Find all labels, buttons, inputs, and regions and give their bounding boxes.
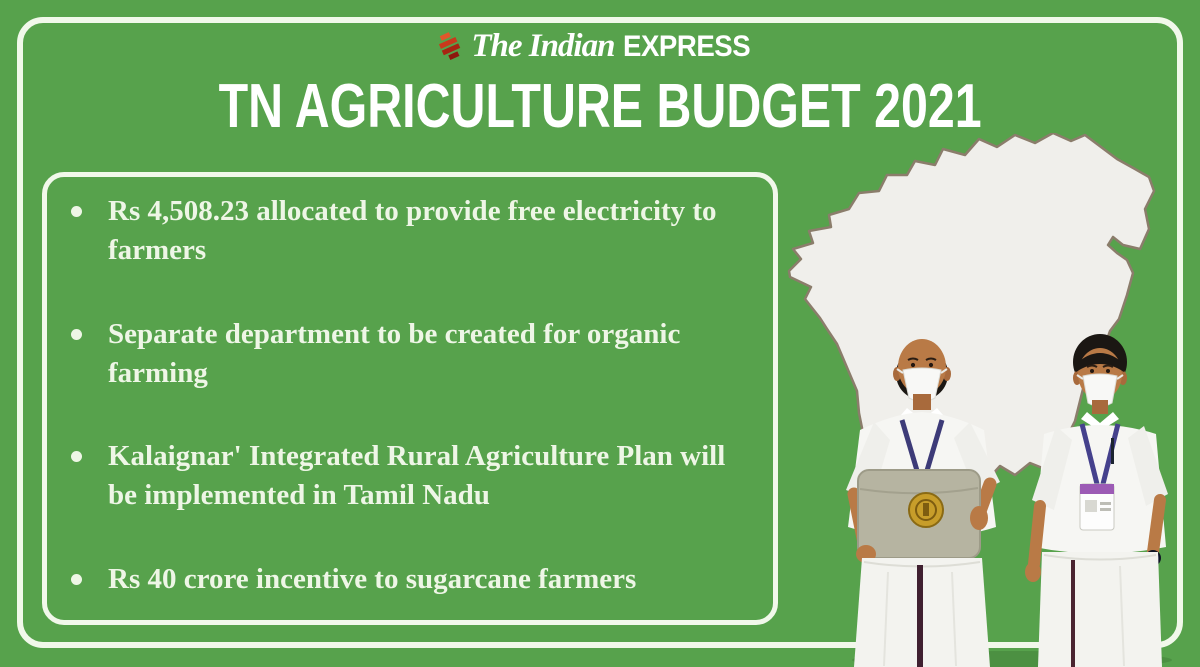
bullet-dot-icon bbox=[71, 328, 82, 340]
indian-express-diamond-icon bbox=[439, 31, 461, 60]
masthead: The Indian EXPRESS bbox=[0, 30, 1200, 63]
list-item: Kalaignar' Integrated Rural Agriculture … bbox=[71, 437, 753, 515]
official-left bbox=[846, 339, 1000, 667]
official-right bbox=[1025, 334, 1168, 667]
bullet-text: Rs 4,508.23 allocated to provide free el… bbox=[108, 195, 717, 266]
page-title: TN AGRICULTURE BUDGET 2021 bbox=[218, 72, 982, 141]
bullet-text: Separate department to be created for or… bbox=[108, 317, 681, 389]
bullet-text: Rs 40 crore incentive to sugarcane farme… bbox=[108, 563, 637, 596]
list-item: Rs 4,508.23 allocated to provide free el… bbox=[71, 192, 753, 270]
tn-government-emblem-icon bbox=[908, 492, 944, 528]
bullet-dot-icon bbox=[71, 451, 82, 463]
list-item: Separate department to be created for or… bbox=[71, 315, 753, 393]
logo-text-the-indian: The Indian bbox=[471, 28, 615, 64]
logo-text-express: EXPRESS bbox=[623, 29, 751, 63]
highlights-list: Rs 4,508.23 allocated to provide free el… bbox=[71, 192, 753, 599]
officials-photo bbox=[846, 334, 1172, 667]
bullet-text: Kalaignar' Integrated Rural Agriculture … bbox=[108, 440, 726, 512]
bullet-dot-icon bbox=[71, 574, 82, 586]
page-border bbox=[17, 17, 1183, 648]
list-item: Rs 40 crore incentive to sugarcane farme… bbox=[71, 560, 753, 599]
id-badge bbox=[1079, 483, 1115, 531]
highlights-box: Rs 4,508.23 allocated to provide free el… bbox=[42, 172, 778, 625]
bullet-dot-icon bbox=[71, 206, 82, 217]
